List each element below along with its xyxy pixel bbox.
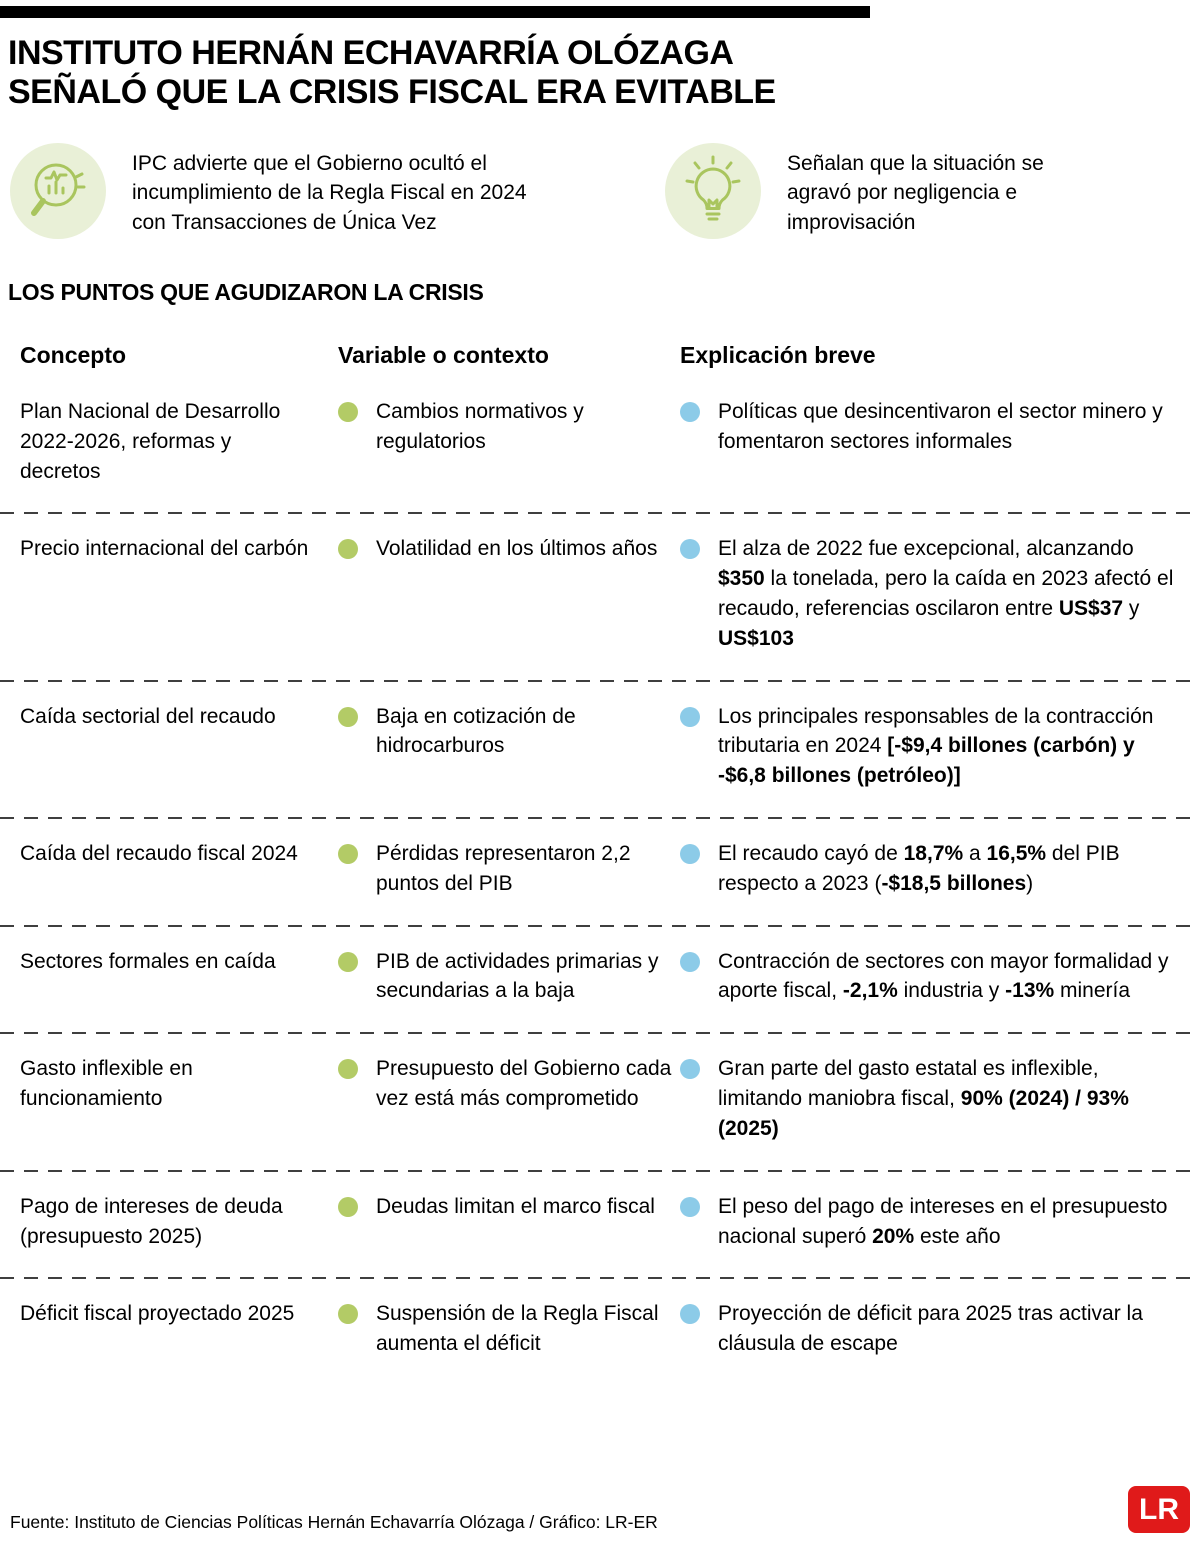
variable-cell: Presupuesto del Gobierno cada vez está m… xyxy=(338,1054,680,1143)
concept-cell: Caída del recaudo fiscal 2024 xyxy=(20,842,298,865)
concept-cell: Gasto inflexible en funcionamiento xyxy=(20,1057,193,1111)
table-rows: Plan Nacional de Desarrollo 2022-2026, r… xyxy=(0,375,1200,1385)
explanation-text: Los principales responsables de la contr… xyxy=(718,704,1154,788)
blue-bullet-icon xyxy=(680,1059,700,1080)
explanation-cell: Políticas que desincentivaron el sector … xyxy=(680,397,1188,486)
variable-cell: Pérdidas representaron 2,2 puntos del PI… xyxy=(338,839,680,899)
concept-cell: Sectores formales en caída xyxy=(20,949,276,973)
lr-logo: LR xyxy=(1128,1486,1190,1533)
concept-cell: Déficit fiscal proyectado 2025 xyxy=(20,1302,295,1326)
variable-cell: PIB de actividades primarias y secundari… xyxy=(338,947,680,1007)
column-header-concepto: Concepto xyxy=(20,341,127,368)
explanation-text: Gran parte del gasto estatal es inflexib… xyxy=(718,1057,1129,1140)
green-bullet-icon xyxy=(338,539,358,560)
table-row: Gasto inflexible en funcionamiento Presu… xyxy=(0,1032,1200,1169)
variable-cell: Volatilidad en los últimos años xyxy=(338,534,680,653)
section-title: LOS PUNTOS QUE AGUDIZARON LA CRISIS xyxy=(8,278,484,305)
page-title-line1: INSTITUTO HERNÁN ECHAVARRÍA OLÓZAGA xyxy=(8,34,734,72)
concept-cell: Pago de intereses de deuda (presupuesto … xyxy=(20,1194,283,1248)
variable-text: Deudas limitan el marco fiscal xyxy=(376,1194,655,1218)
table-row: Precio internacional del carbón Volatili… xyxy=(0,512,1200,679)
blue-bullet-icon xyxy=(680,401,700,422)
explanation-cell: Los principales responsables de la contr… xyxy=(680,702,1188,791)
blue-bullet-icon xyxy=(680,706,700,727)
variable-cell: Deudas limitan el marco fiscal xyxy=(338,1192,680,1252)
top-black-bar xyxy=(0,6,870,18)
variable-cell: Baja en cotización de hidrocarburos xyxy=(338,702,680,791)
blue-bullet-icon xyxy=(680,539,700,560)
explanation-cell: Proyección de déficit para 2025 tras act… xyxy=(680,1299,1188,1359)
table-row: Déficit fiscal proyectado 2025 Suspensió… xyxy=(0,1277,1200,1385)
concept-cell: Plan Nacional de Desarrollo 2022-2026, r… xyxy=(20,399,281,483)
green-bullet-icon xyxy=(338,844,358,864)
source-credit: Fuente: Instituto de Ciencias Políticas … xyxy=(10,1512,658,1532)
green-bullet-icon xyxy=(338,1196,358,1217)
column-header-explicacion: Explicación breve xyxy=(680,341,876,368)
intro-item-negligencia: Señalan que la situación se agravó por n… xyxy=(665,142,1082,239)
explanation-text: Contracción de sectores con mayor formal… xyxy=(718,949,1169,1003)
page-title-line2: SEÑALÓ QUE LA CRISIS FISCAL ERA EVITABLE xyxy=(8,73,776,112)
table-row: Sectores formales en caída PIB de activi… xyxy=(0,924,1200,1033)
explanation-text: Políticas que desincentivaron el sector … xyxy=(718,399,1163,453)
green-bullet-icon xyxy=(338,401,358,422)
blue-bullet-icon xyxy=(680,951,700,972)
blue-bullet-icon xyxy=(680,1304,700,1325)
blue-bullet-icon xyxy=(680,844,700,864)
intro-item-regla-fiscal: IPC advierte que el Gobierno ocultó el i… xyxy=(10,142,665,239)
green-bullet-icon xyxy=(338,951,358,972)
concept-cell: Precio internacional del carbón xyxy=(20,537,309,561)
variable-text: PIB de actividades primarias y secundari… xyxy=(376,949,659,1003)
variable-text: Cambios normativos y regulatorios xyxy=(376,399,584,453)
green-bullet-icon xyxy=(338,1059,358,1080)
crisis-table: Concepto Variable o contexto Explicación… xyxy=(0,328,1200,1385)
variable-text: Volatilidad en los últimos años xyxy=(376,537,658,561)
variable-cell: Cambios normativos y regulatorios xyxy=(338,397,680,486)
intro-text-negligencia: Señalan que la situación se agravó por n… xyxy=(787,151,1044,234)
explanation-cell: Gran parte del gasto estatal es inflexib… xyxy=(680,1054,1188,1143)
lightbulb-icon xyxy=(665,142,761,239)
explanation-text: Proyección de déficit para 2025 tras act… xyxy=(718,1302,1143,1356)
variable-cell: Suspensión de la Regla Fiscal aumenta el… xyxy=(338,1299,680,1359)
table-row: Pago de intereses de deuda (presupuesto … xyxy=(0,1169,1200,1278)
variable-text: Suspensión de la Regla Fiscal aumenta el… xyxy=(376,1302,659,1356)
explanation-text: El alza de 2022 fue excepcional, alcanza… xyxy=(718,537,1174,650)
magnifier-chart-icon xyxy=(10,142,106,239)
table-row: Caída del recaudo fiscal 2024 Pérdidas r… xyxy=(0,817,1200,925)
column-header-variable: Variable o contexto xyxy=(338,341,549,368)
variable-text: Pérdidas representaron 2,2 puntos del PI… xyxy=(376,842,631,895)
explanation-text: El peso del pago de intereses en el pres… xyxy=(718,1194,1168,1248)
intro-text-regla-fiscal: IPC advierte que el Gobierno ocultó el i… xyxy=(132,151,527,234)
table-row: Caída sectorial del recaudo Baja en coti… xyxy=(0,679,1200,817)
green-bullet-icon xyxy=(338,1304,358,1325)
blue-bullet-icon xyxy=(680,1196,700,1217)
explanation-cell: El peso del pago de intereses en el pres… xyxy=(680,1192,1188,1252)
explanation-cell: El alza de 2022 fue excepcional, alcanza… xyxy=(680,534,1188,653)
variable-text: Presupuesto del Gobierno cada vez está m… xyxy=(376,1057,672,1111)
explanation-text: El recaudo cayó de 18,7% a 16,5% del PIB… xyxy=(718,842,1120,895)
table-header: Concepto Variable o contexto Explicación… xyxy=(0,328,1200,375)
green-bullet-icon xyxy=(338,706,358,727)
intro-section: IPC advierte que el Gobierno ocultó el i… xyxy=(10,142,1200,239)
variable-text: Baja en cotización de hidrocarburos xyxy=(376,704,576,758)
table-row: Plan Nacional de Desarrollo 2022-2026, r… xyxy=(0,375,1200,512)
explanation-cell: Contracción de sectores con mayor formal… xyxy=(680,947,1188,1007)
page-title: INSTITUTO HERNÁN ECHAVARRÍA OLÓZAGA SEÑA… xyxy=(8,34,1200,113)
explanation-cell: El recaudo cayó de 18,7% a 16,5% del PIB… xyxy=(680,839,1188,899)
concept-cell: Caída sectorial del recaudo xyxy=(20,704,276,728)
